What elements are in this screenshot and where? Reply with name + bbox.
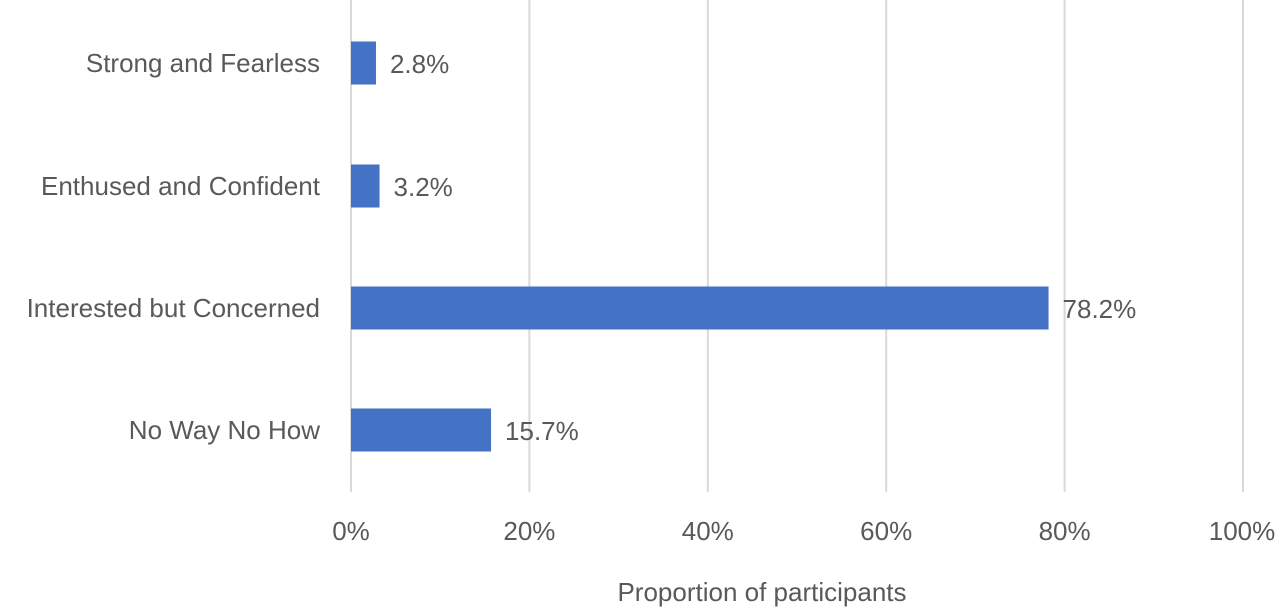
x-tick-label-0: 0% [332, 516, 370, 546]
category-label-1: Enthused and Confident [41, 171, 321, 201]
bar-2 [351, 286, 1049, 330]
x-tick-label-4: 80% [1039, 516, 1091, 546]
x-tick-label-3: 60% [860, 516, 912, 546]
category-label-0: Strong and Fearless [86, 48, 320, 78]
data-labels: 2.8% 3.2% 78.2% 15.7% [390, 49, 1136, 446]
data-label-0: 2.8% [390, 49, 449, 79]
bar-0 [351, 41, 376, 85]
x-tick-label-2: 40% [682, 516, 734, 546]
data-label-2: 78.2% [1063, 294, 1137, 324]
category-label-2: Interested but Concerned [27, 293, 320, 323]
bar-1 [351, 164, 380, 208]
x-tick-labels: 0% 20% 40% 60% 80% 100% [332, 516, 1275, 546]
category-label-3: No Way No How [129, 415, 320, 445]
x-tick-label-1: 20% [503, 516, 555, 546]
data-label-1: 3.2% [394, 172, 453, 202]
x-tick-label-5: 100% [1209, 516, 1276, 546]
x-axis-title: Proportion of participants [617, 577, 906, 607]
data-label-3: 15.7% [505, 416, 579, 446]
category-labels: Strong and Fearless Enthused and Confiden… [27, 48, 321, 445]
bars [351, 41, 1049, 452]
bar-3 [351, 408, 492, 452]
